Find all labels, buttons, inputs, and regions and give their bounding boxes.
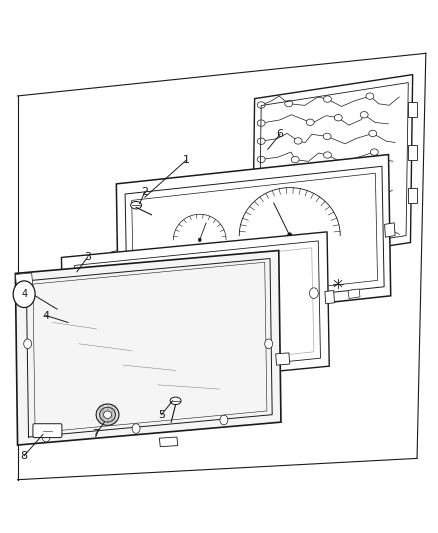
Ellipse shape <box>322 133 330 140</box>
Ellipse shape <box>297 231 304 237</box>
Circle shape <box>81 285 90 296</box>
Ellipse shape <box>347 167 355 174</box>
Ellipse shape <box>257 120 265 126</box>
Ellipse shape <box>99 407 115 422</box>
Circle shape <box>309 288 318 298</box>
Ellipse shape <box>313 171 321 177</box>
Circle shape <box>219 415 227 425</box>
Ellipse shape <box>306 119 314 125</box>
Ellipse shape <box>334 115 342 121</box>
Polygon shape <box>83 248 313 376</box>
Ellipse shape <box>323 96 331 102</box>
Text: ×: × <box>191 245 195 251</box>
Ellipse shape <box>304 208 312 214</box>
Ellipse shape <box>290 156 298 163</box>
Ellipse shape <box>380 223 388 230</box>
Circle shape <box>286 232 292 239</box>
Ellipse shape <box>257 229 265 235</box>
Ellipse shape <box>257 211 265 217</box>
Circle shape <box>42 432 50 442</box>
Ellipse shape <box>368 130 376 136</box>
Ellipse shape <box>284 100 292 107</box>
Ellipse shape <box>293 138 301 144</box>
Text: 6: 6 <box>276 130 283 139</box>
Ellipse shape <box>353 186 361 192</box>
Circle shape <box>92 367 101 377</box>
Polygon shape <box>15 251 280 445</box>
Text: 7: 7 <box>92 430 99 439</box>
Ellipse shape <box>279 175 287 181</box>
Text: 1: 1 <box>183 155 190 165</box>
Ellipse shape <box>257 102 265 108</box>
Ellipse shape <box>284 193 292 200</box>
Circle shape <box>132 424 140 433</box>
Ellipse shape <box>257 156 265 163</box>
Text: 5: 5 <box>158 410 165 419</box>
Ellipse shape <box>370 149 378 155</box>
Polygon shape <box>252 75 412 266</box>
FancyBboxPatch shape <box>33 424 62 438</box>
Polygon shape <box>275 353 289 365</box>
Ellipse shape <box>365 93 373 99</box>
Polygon shape <box>384 223 394 237</box>
Bar <box>407 188 416 203</box>
Polygon shape <box>347 289 359 298</box>
Ellipse shape <box>170 397 181 405</box>
Ellipse shape <box>331 205 339 211</box>
Circle shape <box>264 339 272 349</box>
Ellipse shape <box>257 138 265 144</box>
Ellipse shape <box>131 201 141 209</box>
Ellipse shape <box>314 189 321 196</box>
Text: /: / <box>183 248 185 253</box>
Bar <box>407 145 416 160</box>
Polygon shape <box>166 383 182 393</box>
Polygon shape <box>111 251 118 266</box>
Ellipse shape <box>360 111 367 118</box>
Circle shape <box>267 345 276 356</box>
Bar <box>407 102 416 117</box>
Circle shape <box>13 281 35 308</box>
Ellipse shape <box>283 212 291 219</box>
Polygon shape <box>159 437 177 447</box>
Polygon shape <box>61 232 328 392</box>
Text: 3: 3 <box>84 252 91 262</box>
Ellipse shape <box>257 192 265 199</box>
Circle shape <box>24 339 32 349</box>
Ellipse shape <box>337 227 345 233</box>
Polygon shape <box>15 273 33 288</box>
Ellipse shape <box>257 174 265 181</box>
Polygon shape <box>116 155 390 325</box>
Ellipse shape <box>323 152 331 158</box>
Ellipse shape <box>103 411 111 418</box>
Text: 2: 2 <box>141 187 148 197</box>
Polygon shape <box>324 290 334 304</box>
Ellipse shape <box>96 404 119 425</box>
Circle shape <box>180 356 188 367</box>
Text: 4: 4 <box>42 311 49 320</box>
Text: 8: 8 <box>21 451 28 461</box>
Circle shape <box>198 238 201 242</box>
Text: 4: 4 <box>21 289 27 299</box>
